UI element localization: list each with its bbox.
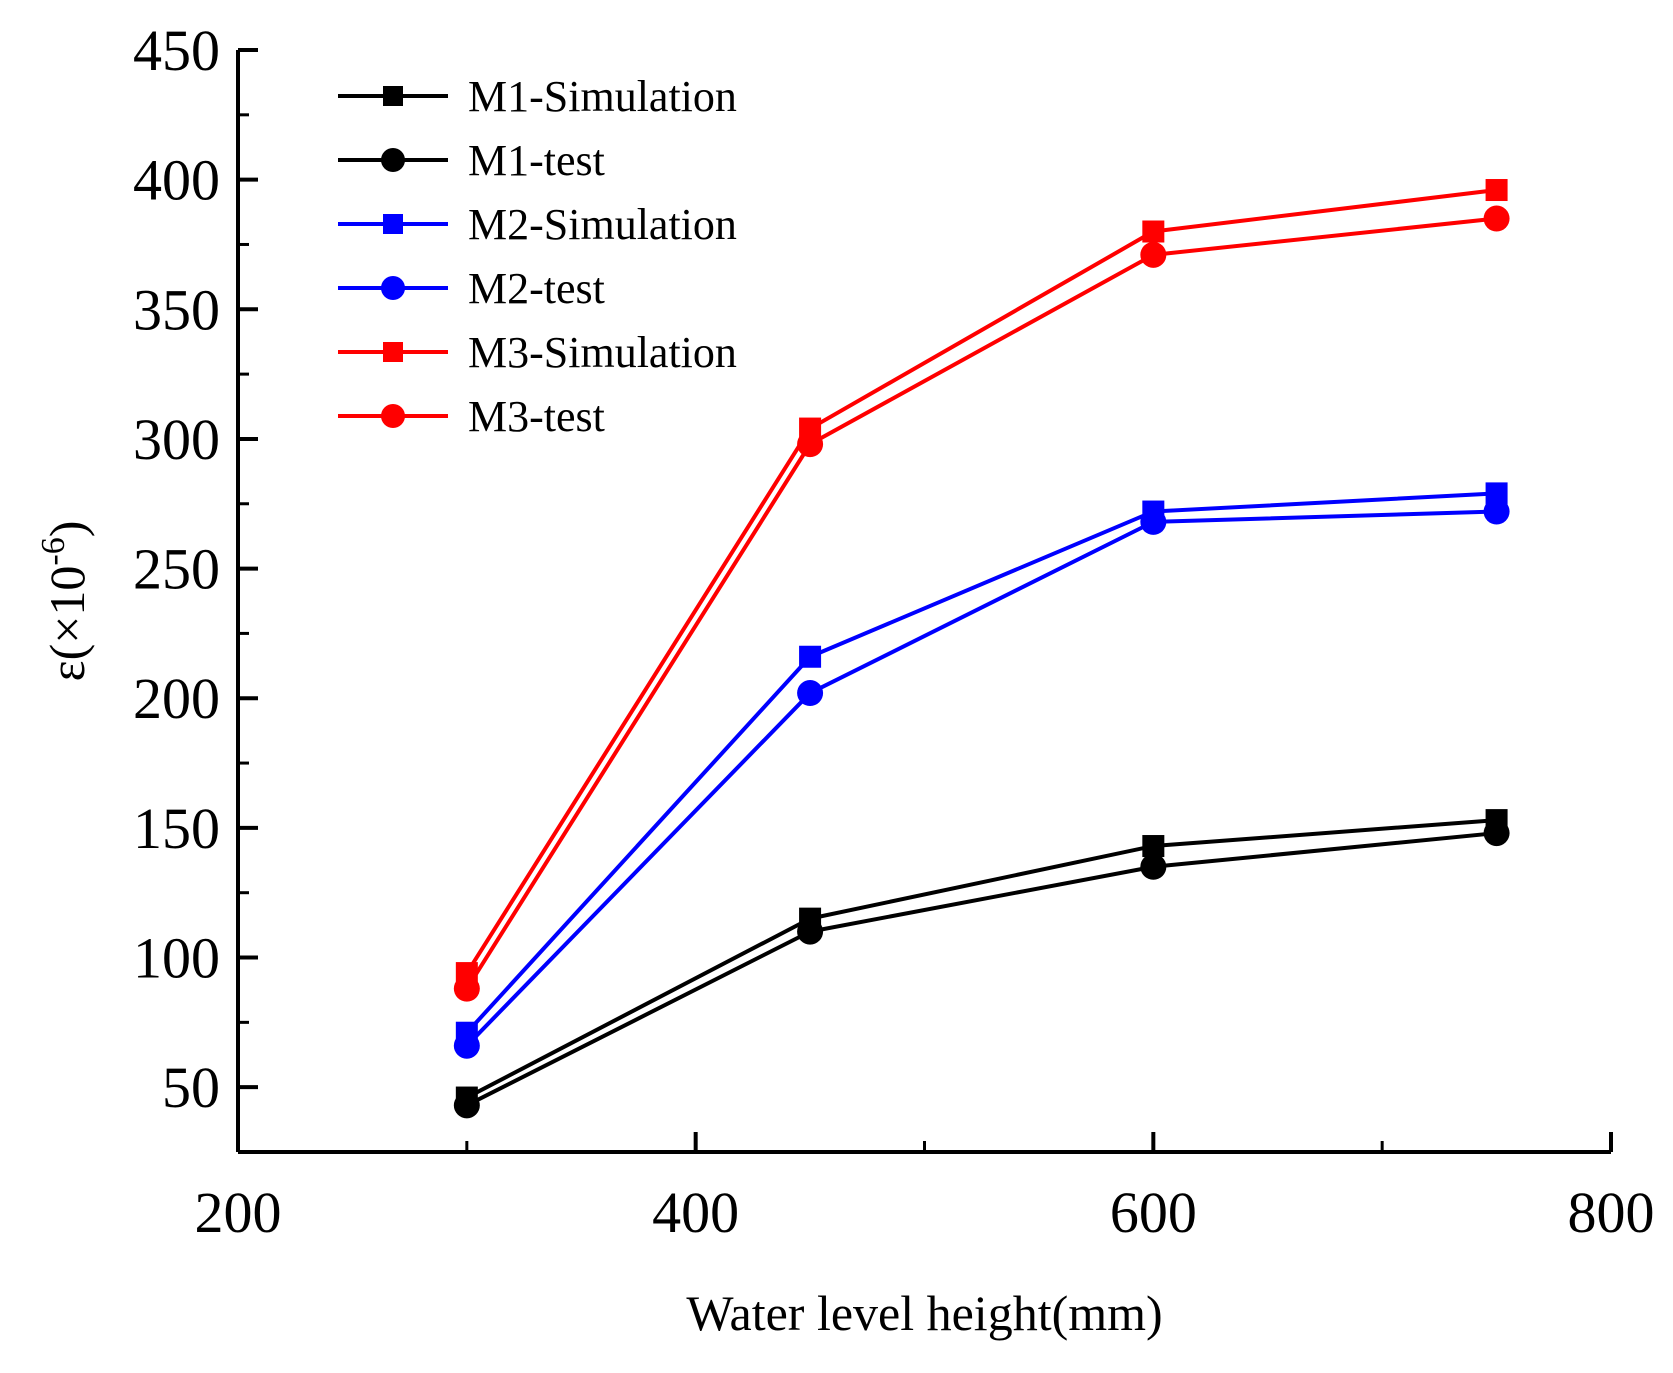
series-line [465,818,1497,1100]
legend-item: M3-test [338,392,605,441]
series-M3-Simulation [455,179,1508,985]
legend-marker [381,404,405,428]
data-point [797,918,824,945]
y-axis-title-main: ε(×10 [39,566,95,682]
legend-item: M1-Simulation [338,72,737,121]
data-point [797,680,824,707]
series-line [465,509,1497,1048]
legend-marker [381,148,405,172]
legend-label: M2-test [468,264,605,313]
y-tick-label: 50 [162,1055,220,1120]
legend-item: M1-test [338,136,605,185]
data-point [797,431,824,458]
y-tick-label: 200 [133,666,220,731]
legend-marker [383,86,403,106]
y-tick-label: 100 [133,926,220,991]
y-tick-label: 400 [133,148,220,213]
series-line [465,491,1497,1035]
y-tick-label: 450 [133,18,220,83]
data-point [1483,205,1510,232]
data-point [1140,853,1167,880]
y-axis-title-close: ) [39,521,95,538]
series-M1-test [453,820,1510,1119]
legend-item: M2-test [338,264,605,313]
legend-marker [383,214,403,234]
series-layer [453,179,1510,1119]
series-M1-Simulation [455,809,1508,1109]
x-tick-label: 400 [652,1180,739,1245]
data-point [1483,820,1510,847]
series-line [465,188,1497,975]
legend-label: M3-test [468,392,605,441]
x-tick-label: 800 [1568,1180,1655,1245]
x-axis-title: Water level height(mm) [686,1285,1162,1341]
x-tick-label: 600 [1110,1180,1197,1245]
x-tick-label: 200 [195,1180,282,1245]
y-axis-title: ε(×10-6) [35,521,95,682]
data-point [453,1092,480,1119]
legend-marker [383,342,403,362]
series-M2-test [453,498,1510,1059]
axes: 50 100 150 200 250 300 350 400 450 200 400 600 800 [133,18,1655,1245]
legend-item: M2-Simulation [338,200,737,249]
y-tick-label: 150 [133,796,220,861]
legend-label: M3-Simulation [468,328,737,377]
legend-label: M2-Simulation [468,200,737,249]
legend: M1-Simulation M1-test M2-Simulation M2-test… [338,72,737,441]
data-point [453,975,480,1002]
legend-label: M1-test [468,136,605,185]
legend-item: M3-Simulation [338,328,737,377]
data-point [1140,508,1167,535]
data-point [1483,498,1510,525]
series-M3-test [453,205,1510,1002]
data-point [1485,482,1508,505]
data-point [799,645,822,668]
series-line [465,216,1497,990]
y-tick-label: 350 [133,277,220,342]
data-point [1142,220,1165,243]
y-tick-label: 300 [133,407,220,472]
data-point [453,1032,480,1059]
data-point [1140,241,1167,268]
legend-label: M1-Simulation [468,72,737,121]
legend-marker [381,276,405,300]
series-line [465,831,1497,1108]
series-M2-Simulation [455,482,1508,1044]
data-point [1485,179,1508,202]
data-point [1142,835,1165,858]
y-axis-title-superscript: -6 [35,537,72,565]
y-tick-label: 250 [133,537,220,602]
